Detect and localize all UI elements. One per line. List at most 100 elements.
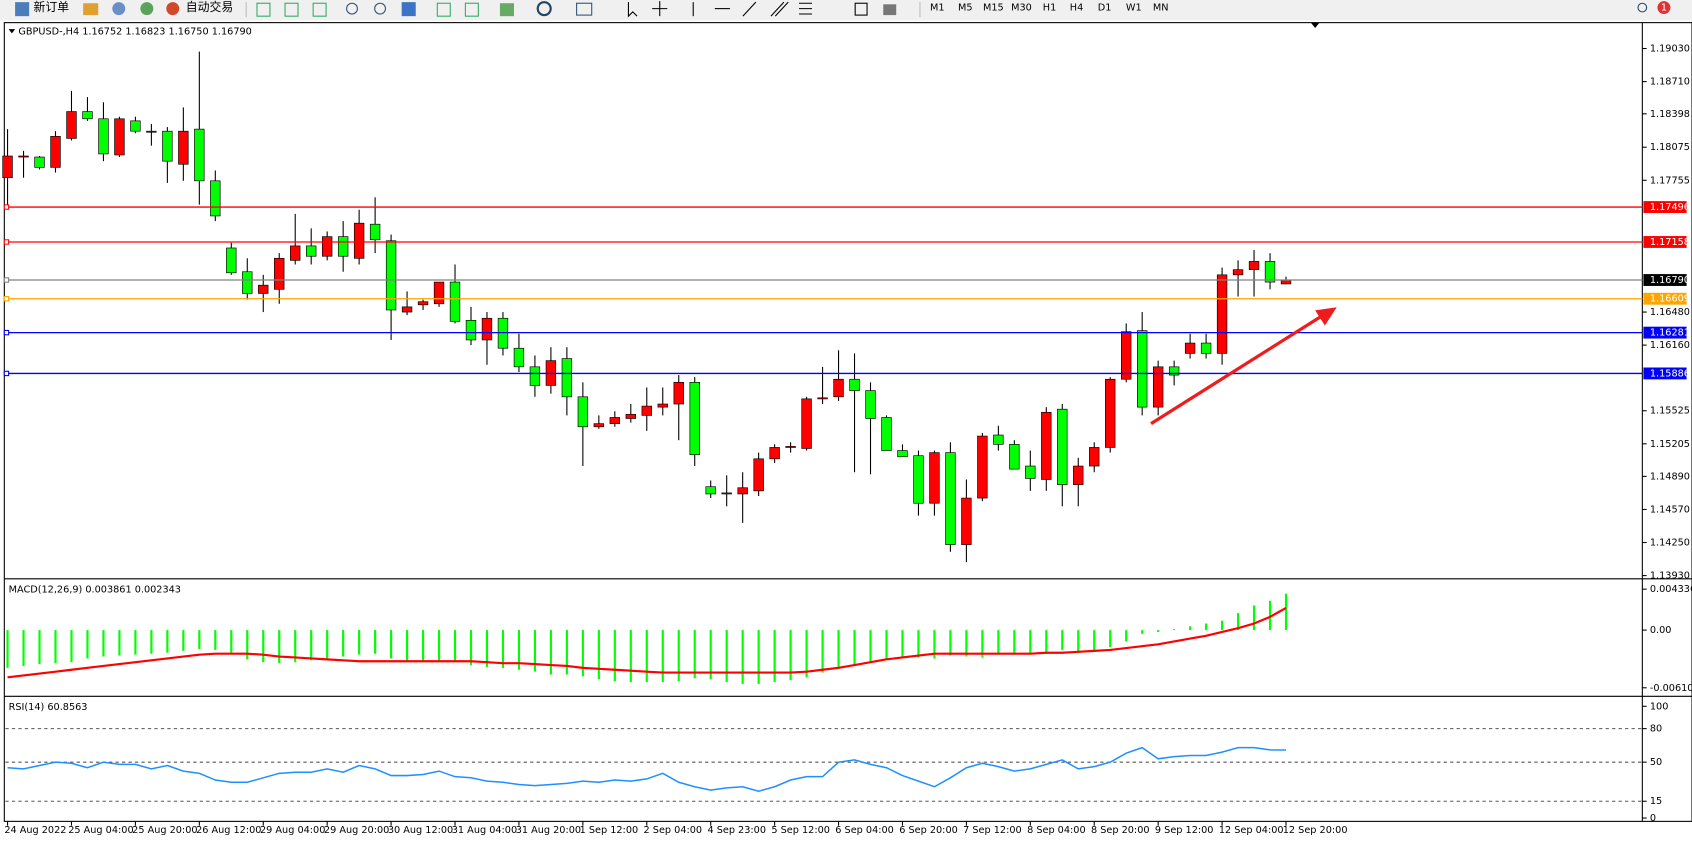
trend-arrow (1150, 307, 1337, 425)
candle-body (274, 257, 285, 290)
channel-tool[interactable] (770, 1, 789, 17)
candle-body (353, 222, 365, 259)
trendline-tool[interactable] (742, 1, 757, 17)
icon[interactable] (464, 2, 479, 17)
candle-body (449, 281, 461, 322)
icon[interactable] (112, 2, 126, 16)
candle-body (194, 128, 205, 182)
y-tick-label: 0.004336 (1650, 584, 1692, 595)
candle-body (609, 417, 621, 424)
candle-body (1089, 447, 1100, 467)
icon[interactable] (436, 2, 451, 17)
timeframe-button[interactable]: H4 (1070, 3, 1083, 14)
timeframe-button[interactable]: M30 (1011, 3, 1032, 14)
candle-body (2, 155, 13, 179)
candle-body (1025, 465, 1036, 479)
x-tick-label: 26 Aug 12:00 (196, 825, 261, 836)
y-tick-label: 100 (1650, 701, 1669, 712)
x-tick-label: 31 Aug 20:00 (516, 825, 581, 836)
level-label: 1.16609 (1650, 294, 1690, 305)
candle-body (50, 136, 61, 168)
timeframe-button[interactable]: M5 (958, 3, 973, 14)
crosshair-tool[interactable] (652, 1, 668, 17)
icon[interactable] (312, 2, 327, 17)
candle-body (593, 423, 605, 428)
candle-body (130, 120, 141, 132)
icon[interactable] (576, 2, 593, 16)
icon[interactable] (284, 2, 299, 17)
x-tick-label: 30 Aug 12:00 (388, 825, 453, 836)
cursor-tool[interactable] (627, 2, 638, 18)
candle-body (641, 405, 652, 416)
icon[interactable] (536, 1, 552, 17)
icon[interactable] (883, 4, 897, 16)
candle-body (1232, 269, 1244, 276)
level-label-box (1643, 326, 1687, 339)
candle-body (1184, 342, 1196, 354)
level-handle (3, 296, 10, 302)
candle-body (1009, 444, 1020, 470)
level-handle (3, 204, 10, 210)
icon[interactable] (83, 3, 99, 16)
new-order-icon[interactable] (15, 2, 30, 17)
search-icon[interactable] (1637, 2, 1648, 13)
zoom-in[interactable] (346, 2, 358, 15)
level-label: 1.17158 (1650, 237, 1690, 248)
chart-frame (3, 22, 1692, 822)
level-label: 1.15886 (1650, 368, 1690, 379)
y-tick-label: 1.18398 (1650, 109, 1690, 120)
chart-title: GBPUSD-,H4 1.16752 1.16823 1.16750 1.167… (18, 26, 251, 37)
icon[interactable] (499, 3, 514, 17)
timeframe-button[interactable]: MN (1153, 3, 1169, 14)
candle-body (178, 130, 189, 165)
y-tick-label: 1.17755 (1650, 175, 1690, 186)
candle-body (833, 378, 844, 398)
y-tick-label: 1.14250 (1650, 538, 1690, 549)
y-tick-label: 1.19030 (1650, 44, 1690, 55)
auto-trading-button[interactable]: 自动交易 (186, 0, 233, 14)
candle-body (98, 118, 109, 155)
candle-body (801, 398, 812, 449)
candle-body (785, 446, 796, 448)
candle-body (34, 156, 45, 168)
label-tool[interactable] (854, 2, 868, 16)
notification-badge[interactable] (1657, 1, 1671, 15)
timeframe-button[interactable]: H1 (1043, 3, 1056, 14)
y-tick-label: 50 (1650, 757, 1662, 768)
x-tick-label: 12 Sep 04:00 (1219, 825, 1284, 836)
signal-line (7, 607, 1287, 679)
timeframe-button[interactable]: D1 (1098, 3, 1112, 14)
x-tick-label: 9 Sep 12:00 (1155, 825, 1214, 836)
candle-body (18, 155, 29, 158)
zoom-out[interactable] (374, 2, 387, 15)
candle-body (1041, 411, 1052, 480)
level-label-box (1643, 367, 1687, 380)
candle-body (945, 452, 956, 545)
icon[interactable] (140, 2, 154, 16)
timeframe-button[interactable]: M1 (930, 3, 945, 14)
candle-body (210, 180, 221, 217)
y-tick-label: 1.16480 (1650, 307, 1690, 318)
candle-body (529, 366, 541, 386)
candle-body (433, 281, 445, 305)
y-tick-label: 1.18075 (1650, 142, 1690, 153)
y-tick-label: 1.14570 (1650, 504, 1690, 515)
timeframe-button[interactable]: M15 (983, 3, 1004, 14)
auto-trading-icon[interactable] (166, 2, 180, 16)
y-tick-label: 0 (1650, 813, 1656, 824)
candle-body (1264, 261, 1276, 283)
candle-body (705, 486, 716, 495)
candle-body (657, 403, 668, 408)
level-label: 1.17496 (1650, 202, 1690, 213)
new-order-button[interactable]: 新订单 (33, 0, 69, 14)
timeframe-button[interactable]: W1 (1126, 3, 1142, 14)
fibo-tool[interactable] (799, 2, 812, 15)
candle-body (401, 306, 413, 313)
candle-body (993, 434, 1004, 445)
icon[interactable] (256, 2, 271, 17)
icon[interactable] (401, 2, 416, 17)
x-tick-label: 8 Sep 20:00 (1091, 825, 1150, 836)
candle-body (577, 396, 589, 428)
candle-body (465, 319, 477, 341)
